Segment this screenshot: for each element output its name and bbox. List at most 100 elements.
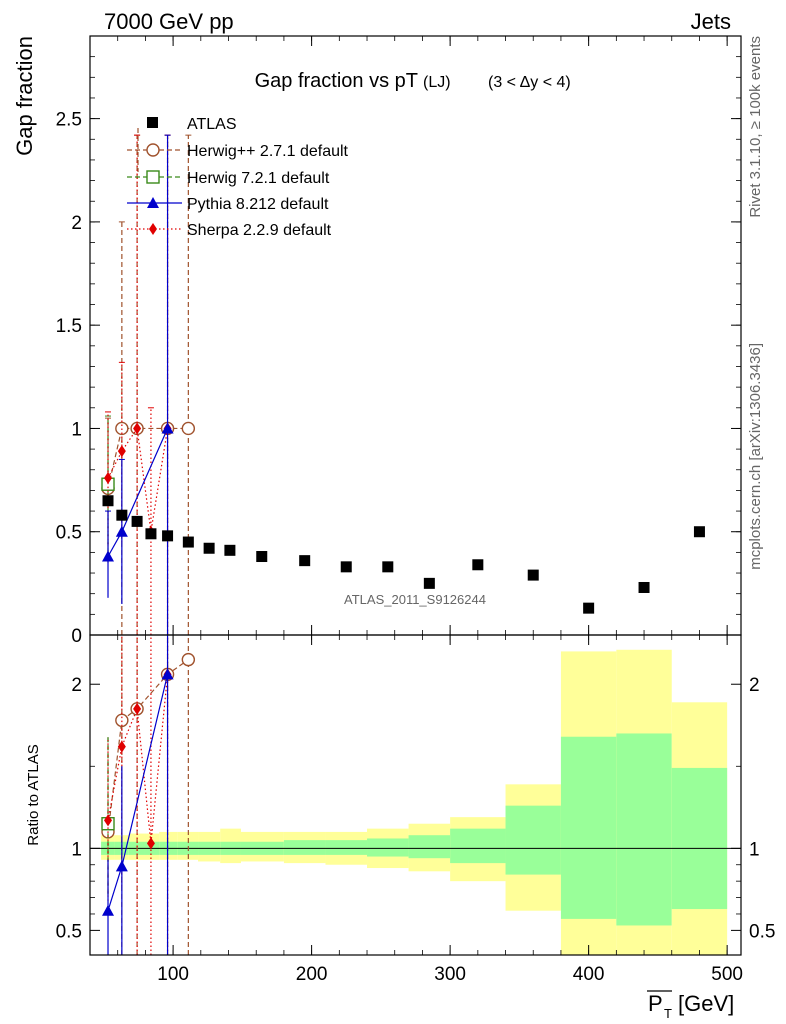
main-y-tick-label: 2.5	[56, 110, 82, 131]
legend-herwig7-marker	[146, 170, 160, 184]
x-axis-label-unit: [GeV]	[678, 991, 734, 1016]
legend-sherpa-marker	[149, 223, 157, 235]
inner-uncertainty-band	[671, 767, 728, 910]
legend-herwigpp-marker	[146, 143, 160, 157]
atlas-point	[162, 530, 174, 542]
legend-entry-atlas: ATLAS	[147, 116, 237, 133]
atlas-point	[693, 526, 705, 538]
atlas-point	[203, 542, 215, 554]
legend-pythia-marker	[147, 197, 159, 208]
atlas-point	[299, 555, 311, 567]
atlas-point	[527, 569, 539, 581]
sherpa-point	[104, 472, 113, 485]
inner-uncertainty-band	[450, 828, 506, 864]
uncertainty-bands	[101, 649, 728, 955]
main-y-axis: 0 0.5 1 1.5 2 2.5	[56, 36, 741, 647]
inner-uncertainty-band	[325, 840, 368, 855]
legend-label-herwigpp: Herwig++ 2.7.1 default	[187, 143, 349, 160]
analysis-watermark: ATLAS_2011_S9126244	[344, 592, 486, 607]
x-axis-label-subscript: T	[664, 1006, 672, 1021]
atlas-point	[340, 561, 352, 573]
x-axis-label: P T [GeV]	[647, 990, 734, 1021]
x-tick-label: 100	[157, 964, 189, 985]
header-energy-label: 7000 GeV pp	[104, 9, 234, 34]
atlas-point	[382, 561, 394, 573]
legend: ATLAS Herwig++ 2.7.1 default Herwig 7.2.…	[127, 116, 349, 239]
inner-uncertainty-band	[283, 840, 326, 855]
herwigpp-point	[115, 421, 129, 436]
main-plot-area	[101, 134, 705, 635]
sherpa-ratio-point	[133, 702, 142, 715]
x-tick-label: 200	[296, 964, 328, 985]
main-y-tick-label: 2	[71, 213, 82, 234]
legend-entry-herwigpp: Herwig++ 2.7.1 default	[127, 128, 349, 172]
chart-title-range: (3 < Δy < 4)	[488, 74, 571, 91]
x-axis: 100 200 300 400 500	[117, 635, 743, 985]
legend-label-sherpa: Sherpa 2.2.9 default	[187, 222, 332, 239]
herwigpp-point	[181, 421, 196, 436]
herwigpp-ratio-point	[181, 652, 196, 667]
header-process-label: Jets	[691, 9, 731, 34]
pythia-ratio-point	[115, 860, 128, 872]
main-y-axis-label: Gap fraction	[12, 36, 37, 156]
legend-entry-herwig7: Herwig 7.2.1 default	[127, 170, 330, 187]
legend-label-herwig7: Herwig 7.2.1 default	[187, 170, 330, 187]
inner-uncertainty-band	[408, 835, 451, 859]
x-tick-label: 300	[434, 964, 466, 985]
atlas-point	[224, 544, 236, 556]
atlas-point	[256, 551, 268, 563]
pythia-ratio-point	[161, 668, 174, 680]
inner-uncertainty-band	[616, 733, 672, 926]
legend-label-pythia: Pythia 8.212 default	[187, 196, 329, 213]
ratio-y-tick-label: 1	[71, 839, 82, 860]
pythia-ratio-point	[102, 904, 115, 916]
inner-uncertainty-band	[505, 805, 561, 875]
legend-entry-sherpa: Sherpa 2.2.9 default	[127, 222, 332, 239]
ratio-panel-frame	[89, 634, 742, 956]
atlas-point	[102, 495, 114, 507]
ratio-panel: 0.5 0.5 1 1 2 2 100 200 300 400 500 Ratio to ATLA…	[25, 634, 776, 985]
rivet-version-label: Rivet 3.1.10, ≥ 100k events	[747, 36, 764, 218]
legend-entry-pythia: Pythia 8.212 default	[127, 196, 329, 213]
sherpa-point	[133, 422, 142, 435]
ratio-y-axis: 0.5 0.5 1 1 2 2	[56, 675, 776, 942]
atlas-point	[116, 509, 128, 521]
sherpa-ratio-point	[117, 740, 126, 753]
x-tick-label: 400	[573, 964, 605, 985]
chart-title: Gap fraction vs pT	[255, 70, 418, 92]
main-y-tick-label: 0.5	[56, 523, 82, 544]
atlas-point	[472, 559, 484, 571]
ratio-y-tick-label-right: 1	[749, 839, 760, 860]
sherpa-line	[107, 426, 169, 532]
atlas-point	[145, 528, 157, 540]
inner-uncertainty-band	[560, 736, 617, 919]
main-y-tick-label: 1.5	[56, 316, 82, 337]
pythia-point	[161, 422, 174, 434]
pythia-point	[115, 525, 128, 537]
x-tick-label: 500	[711, 964, 743, 985]
legend-atlas-marker	[147, 117, 158, 128]
sherpa-point	[117, 445, 126, 458]
atlas-point	[638, 581, 650, 593]
ratio-y-axis-label: Ratio to ATLAS	[25, 744, 42, 845]
ratio-y-tick-label-right: 2	[749, 675, 760, 696]
ratio-y-tick-label: 0.5	[56, 921, 82, 942]
atlas-point	[131, 515, 143, 527]
atlas-point	[583, 602, 595, 614]
ratio-y-tick-label: 2	[71, 675, 82, 696]
atlas-point	[423, 577, 435, 589]
x-axis-label-symbol: P	[648, 991, 663, 1016]
ratio-plot-area	[90, 635, 741, 955]
inner-uncertainty-band	[367, 838, 409, 857]
main-y-tick-label: 1	[71, 419, 82, 440]
main-y-tick-label: 0	[71, 626, 82, 647]
ratio-series-pythia	[102, 635, 174, 955]
atlas-point	[182, 536, 194, 548]
mcplots-credit-label: mcplots.cern.ch [arXiv:1306.3436]	[747, 343, 764, 570]
pythia-point	[102, 550, 115, 562]
ratio-series-sherpa	[104, 635, 172, 955]
ratio-y-tick-label-right: 0.5	[749, 921, 775, 942]
series-pythia	[102, 134, 174, 635]
sherpa-ratio-point	[104, 814, 113, 827]
